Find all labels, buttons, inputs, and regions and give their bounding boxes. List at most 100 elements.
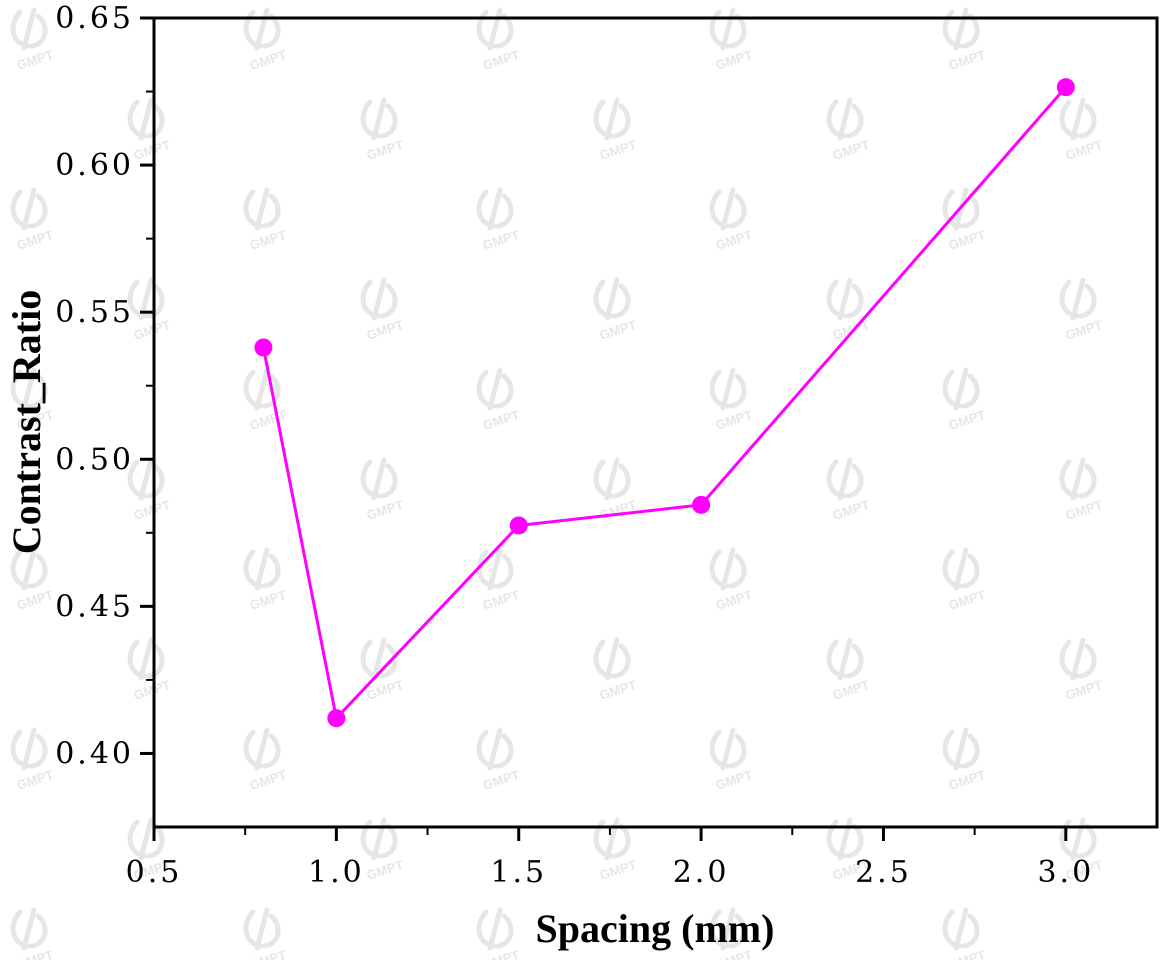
x-tick-label: 2.5 — [855, 855, 912, 890]
x-axis-title: Spacing (mm) — [536, 906, 775, 951]
watermark-logo: GMPT — [360, 817, 405, 883]
y-tick-label: 0.60 — [55, 148, 134, 183]
watermark-text: GMPT — [831, 677, 871, 703]
x-tick-label: 0.5 — [126, 855, 183, 890]
watermark-logo: GMPT — [709, 187, 754, 253]
watermark-text: GMPT — [598, 317, 638, 343]
watermark-logo: GMPT — [243, 907, 288, 960]
watermark-logo: GMPT — [360, 457, 405, 523]
watermark-text: GMPT — [15, 767, 55, 793]
watermark-logo: GMPT — [942, 367, 987, 433]
watermark-text: GMPT — [481, 407, 521, 433]
plot-frame — [152, 16, 1159, 829]
watermark-text: GMPT — [248, 947, 288, 960]
x-tick-label: 3.0 — [1037, 855, 1094, 890]
series — [254, 78, 1075, 728]
watermark-logo: GMPT — [826, 637, 871, 703]
watermark-text: GMPT — [132, 137, 172, 163]
data-point — [327, 709, 346, 728]
watermark-logo: GMPT — [360, 277, 405, 343]
watermark-text: GMPT — [1064, 677, 1104, 703]
watermark-logo: GMPT — [709, 7, 754, 73]
y-axis-title: Contrast_Ratio — [4, 290, 49, 554]
data-point — [254, 338, 273, 357]
y-tick-label: 0.65 — [55, 1, 134, 36]
watermark-logo: GMPT — [10, 547, 55, 613]
watermark-logo: GMPT — [243, 187, 288, 253]
data-point — [692, 495, 711, 514]
x-tick-label: 2.0 — [673, 855, 730, 890]
watermark-logo: GMPT — [476, 907, 521, 960]
y-tick-label: 0.45 — [55, 589, 134, 624]
watermark-text: GMPT — [481, 47, 521, 73]
watermark-text: GMPT — [831, 317, 871, 343]
watermark-text: GMPT — [947, 587, 987, 613]
watermark-logo: GMPT — [826, 457, 871, 523]
watermark-logo: GMPT — [243, 727, 288, 793]
watermark-text: GMPT — [15, 47, 55, 73]
watermark-text: GMPT — [481, 227, 521, 253]
watermark-logo: GMPT — [10, 7, 55, 73]
y-axis-ticks: 0.40 0.45 0.50 0.55 0.60 0.65 — [55, 1, 154, 771]
y-tick-label: 0.50 — [55, 442, 134, 477]
data-point — [1056, 78, 1075, 97]
watermark-text: GMPT — [132, 317, 172, 343]
watermark-text: GMPT — [947, 227, 987, 253]
watermark-text: GMPT — [365, 317, 405, 343]
watermark-logo: GMPT — [593, 277, 638, 343]
watermark-logo: GMPT — [593, 817, 638, 883]
x-tick-label: 1.0 — [308, 855, 365, 890]
watermark-text: GMPT — [248, 227, 288, 253]
watermark-text: GMPT — [1064, 137, 1104, 163]
axes — [152, 16, 1159, 829]
watermark-text: GMPT — [1064, 497, 1104, 523]
watermark-text: GMPT — [947, 767, 987, 793]
watermark: GMPT GMPT GMPT GMPT GMPT GMPT GMPT GMPT GMPT GMPT… — [10, 7, 1104, 960]
x-axis-ticks: 0.5 1.0 1.5 2.0 2.5 3.0 — [126, 827, 1094, 890]
watermark-text: GMPT — [481, 767, 521, 793]
watermark-logo: GMPT — [1059, 457, 1104, 523]
watermark-logo: GMPT — [593, 97, 638, 163]
watermark-text: GMPT — [248, 587, 288, 613]
watermark-text: GMPT — [714, 47, 754, 73]
watermark-logo: GMPT — [1059, 97, 1104, 163]
watermark-text: GMPT — [15, 587, 55, 613]
watermark-text: GMPT — [481, 587, 521, 613]
watermark-logo: GMPT — [360, 637, 405, 703]
watermark-text: GMPT — [831, 137, 871, 163]
watermark-text: GMPT — [365, 857, 405, 883]
watermark-text: GMPT — [248, 407, 288, 433]
watermark-logo: GMPT — [10, 187, 55, 253]
watermark-logo: GMPT — [127, 637, 172, 703]
watermark-logo: GMPT — [127, 97, 172, 163]
watermark-text: GMPT — [947, 407, 987, 433]
watermark-text: GMPT — [947, 947, 987, 960]
watermark-logo: GMPT — [243, 367, 288, 433]
watermark-text: GMPT — [947, 47, 987, 73]
watermark-logo: GMPT — [709, 727, 754, 793]
watermark-text: GMPT — [248, 767, 288, 793]
watermark-logo: GMPT — [1059, 637, 1104, 703]
watermark-logo: GMPT — [476, 187, 521, 253]
watermark-logo: GMPT — [1059, 277, 1104, 343]
y-tick-label: 0.55 — [55, 295, 134, 330]
watermark-text: GMPT — [598, 497, 638, 523]
watermark-text: GMPT — [714, 407, 754, 433]
watermark-logo: GMPT — [593, 637, 638, 703]
watermark-text: GMPT — [481, 947, 521, 960]
watermark-text: GMPT — [15, 227, 55, 253]
watermark-logo: GMPT — [709, 547, 754, 613]
watermark-logo: GMPT — [826, 97, 871, 163]
watermark-logo: GMPT — [360, 97, 405, 163]
watermark-text: GMPT — [714, 767, 754, 793]
watermark-text: GMPT — [365, 497, 405, 523]
watermark-text: GMPT — [365, 137, 405, 163]
watermark-text: GMPT — [598, 857, 638, 883]
watermark-text: GMPT — [598, 677, 638, 703]
watermark-text: GMPT — [248, 47, 288, 73]
watermark-logo: GMPT — [10, 727, 55, 793]
watermark-text: GMPT — [598, 137, 638, 163]
watermark-logo: GMPT — [476, 727, 521, 793]
x-tick-label: 1.5 — [490, 855, 547, 890]
